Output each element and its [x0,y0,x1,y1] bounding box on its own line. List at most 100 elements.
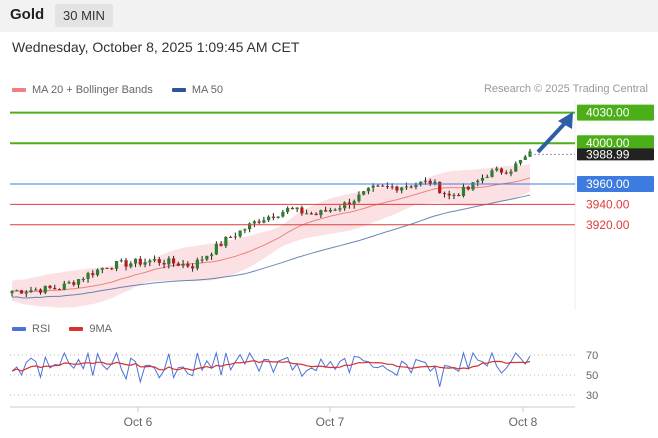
candle [224,236,228,249]
candle [262,216,266,224]
legend-rsi-swatch [12,327,26,331]
candle [67,280,71,284]
candle [19,289,24,294]
candle [314,212,318,216]
level-3920-tag: 3920.00 [586,218,630,232]
legend-ma20-bollinger: MA 20 + Bollinger Bands [12,84,153,96]
header-bar: Gold 30 MIN [0,0,658,32]
candle [366,187,371,195]
candle [200,255,204,263]
candle [100,267,104,274]
candle [514,161,518,172]
research-credit: Research © 2025 Trading Central [483,83,648,95]
instrument-title: Gold [10,6,45,23]
candle [452,193,456,200]
candle [485,174,489,179]
rsi-legend: RSI 9MA [12,322,128,335]
candle [300,205,304,216]
level-3960-label: 3960.00 [586,177,630,191]
candle [53,284,57,290]
candle [476,179,480,187]
candle [195,257,199,271]
candle [43,285,47,295]
candle [219,241,223,247]
candle [347,198,352,209]
candle [271,213,275,221]
rsi-line [11,351,531,387]
candle [38,288,43,295]
level-4000-tag: 4000.00 [577,135,654,152]
legend-ma20-label: MA 20 + Bollinger Bands [32,84,153,96]
level-4030-tag: 4030.00 [577,104,654,121]
candle [62,280,66,291]
candle [281,209,285,218]
legend-9ma-label: 9MA [89,323,113,335]
candle [114,260,119,272]
candle [190,263,195,272]
level-3940-label: 3940.00 [586,197,630,211]
timeframe-badge[interactable]: 30 MIN [55,4,113,27]
candle [309,211,313,215]
candle [490,168,494,178]
forecast-arrow [536,112,573,154]
candle [10,290,14,297]
candle [395,185,399,193]
ma50-line [11,194,531,299]
candle [290,206,294,210]
candle [362,190,366,196]
candle [447,190,451,200]
rsi-ma9-line [11,359,531,372]
x-tick-label: Oct 8 [509,415,538,429]
candle [91,270,95,278]
level-4030-label: 4030.00 [586,106,630,120]
candle [248,222,252,233]
candle [286,206,290,214]
candle [509,169,513,177]
candle [209,252,214,260]
candle [381,184,385,187]
candle [181,259,185,269]
candle [357,191,361,203]
legend-rsi-label: RSI [32,323,51,335]
candle [81,277,85,283]
candle [305,209,309,215]
candle [72,280,76,287]
candle [110,267,114,271]
legend-9ma-swatch [69,327,84,331]
candle [167,256,171,269]
candle [214,241,218,256]
candle [504,170,508,175]
bollinger-band-fill [12,163,530,308]
timestamp: Wednesday, October 8, 2025 1:09:45 AM CE… [12,39,300,55]
candle [466,185,470,191]
legend-rsi: RSI [12,323,50,335]
candle [343,201,347,211]
candle [48,284,52,290]
candle [428,178,432,187]
legend-9ma: 9MA [69,323,112,335]
legend-ma50-swatch [171,88,186,92]
candle [319,209,323,219]
candle [238,230,242,239]
candle [438,181,442,194]
candle [461,183,466,198]
candle [34,287,38,291]
candle [205,255,209,262]
rsi-level-50-label: 50 [586,370,598,382]
candle [76,279,81,288]
rsi-lines [11,351,531,387]
candle [186,261,190,268]
candle [152,255,157,263]
candle [233,232,237,240]
candle [124,258,128,271]
x-tick-label: Oct 6 [124,415,153,429]
candle [129,261,133,269]
candle [95,268,100,277]
candle [105,267,109,269]
candle [229,235,233,238]
candle [295,207,299,213]
candle [86,271,90,283]
candle [24,290,28,298]
